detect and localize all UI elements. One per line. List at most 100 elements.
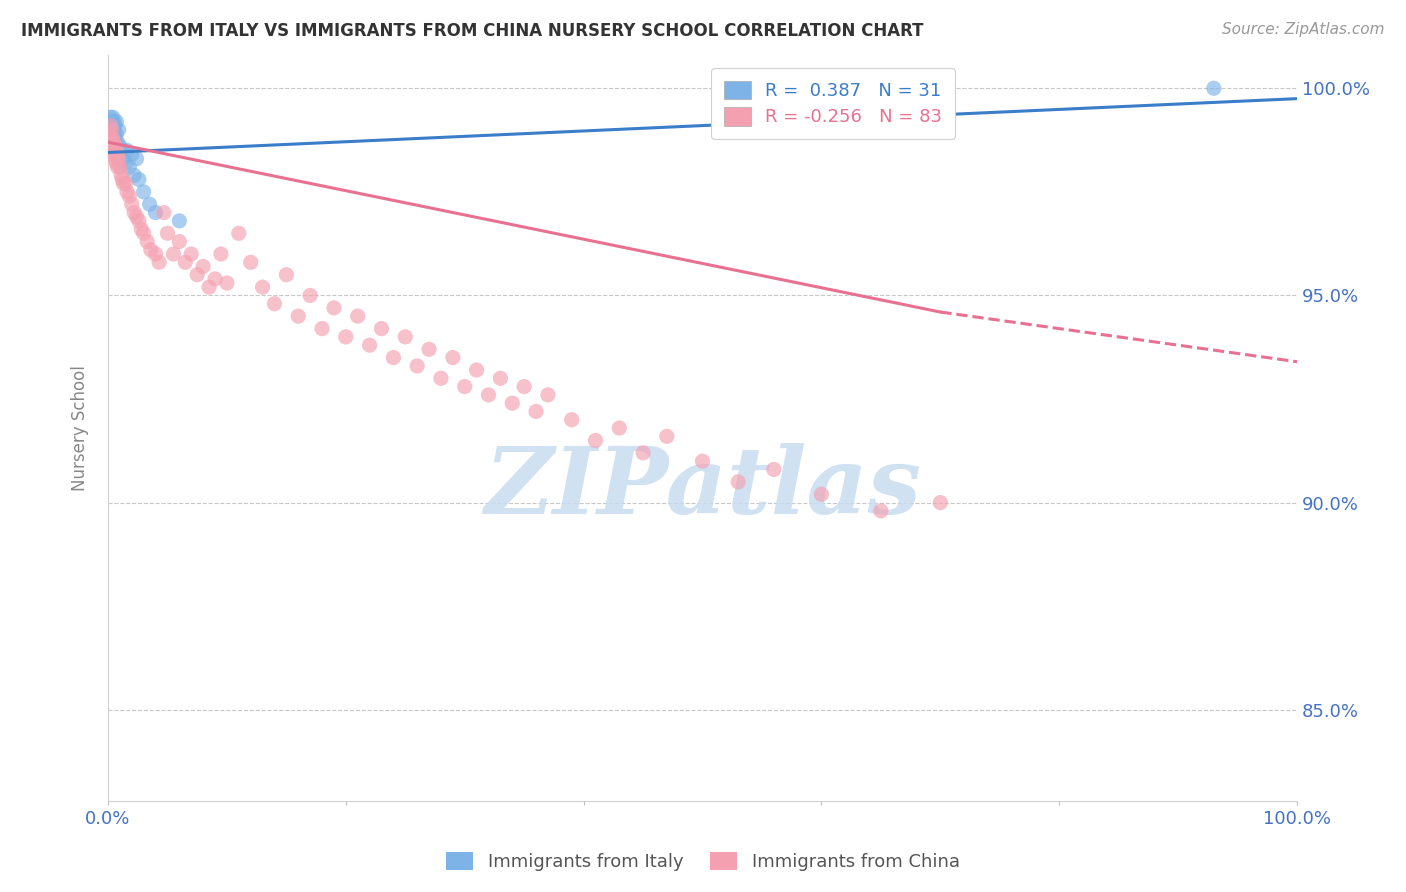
Point — [322, 301, 344, 315]
Point — [103, 127, 125, 141]
Point — [100, 114, 122, 128]
Point — [929, 495, 952, 509]
Point — [104, 119, 127, 133]
Point — [465, 363, 488, 377]
Point — [145, 247, 167, 261]
Point — [418, 343, 440, 357]
Point — [132, 227, 155, 241]
Point — [101, 119, 124, 133]
Point — [607, 421, 630, 435]
Point — [239, 255, 262, 269]
Point — [477, 388, 499, 402]
Point — [138, 197, 160, 211]
Point — [111, 144, 134, 158]
Point — [441, 351, 464, 365]
Point — [107, 160, 129, 174]
Point — [101, 135, 124, 149]
Point — [299, 288, 322, 302]
Point — [101, 110, 124, 124]
Point — [107, 135, 129, 149]
Point — [169, 214, 191, 228]
Point — [276, 268, 298, 282]
Point — [114, 156, 136, 170]
Point — [103, 147, 125, 161]
Point — [454, 379, 477, 393]
Point — [125, 210, 148, 224]
Point — [108, 139, 131, 153]
Point — [108, 160, 131, 174]
Point — [186, 268, 208, 282]
Point — [100, 135, 122, 149]
Point — [501, 396, 523, 410]
Point — [125, 152, 148, 166]
Point — [252, 280, 274, 294]
Point — [430, 371, 453, 385]
Point — [98, 110, 121, 124]
Point — [311, 321, 333, 335]
Point — [513, 379, 536, 393]
Point — [153, 205, 176, 219]
Point — [263, 297, 285, 311]
Point — [111, 172, 134, 186]
Point — [139, 243, 162, 257]
Point — [107, 122, 129, 136]
Text: Source: ZipAtlas.com: Source: ZipAtlas.com — [1222, 22, 1385, 37]
Point — [762, 462, 785, 476]
Point — [129, 222, 152, 236]
Point — [104, 131, 127, 145]
Point — [287, 309, 309, 323]
Point — [561, 413, 583, 427]
Point — [727, 475, 749, 489]
Point — [112, 152, 135, 166]
Point — [655, 429, 678, 443]
Point — [101, 144, 124, 158]
Point — [104, 139, 127, 153]
Point — [103, 135, 125, 149]
Y-axis label: Nursery School: Nursery School — [72, 365, 89, 491]
Point — [122, 205, 145, 219]
Point — [115, 185, 138, 199]
Legend: R =  0.387   N = 31, R = -0.256   N = 83: R = 0.387 N = 31, R = -0.256 N = 83 — [711, 68, 955, 139]
Point — [105, 144, 128, 158]
Point — [105, 156, 128, 170]
Point — [346, 309, 368, 323]
Point — [228, 227, 250, 241]
Point — [110, 169, 132, 183]
Point — [370, 321, 392, 335]
Text: ZIPatlas: ZIPatlas — [484, 442, 921, 533]
Point — [107, 152, 129, 166]
Point — [105, 127, 128, 141]
Point — [128, 172, 150, 186]
Point — [209, 247, 232, 261]
Point — [382, 351, 405, 365]
Point — [98, 131, 121, 145]
Point — [101, 131, 124, 145]
Point — [204, 272, 226, 286]
Point — [121, 197, 143, 211]
Point — [114, 177, 136, 191]
Point — [121, 147, 143, 161]
Point — [132, 185, 155, 199]
Point — [215, 276, 238, 290]
Point — [169, 235, 191, 249]
Point — [156, 227, 179, 241]
Point — [115, 144, 138, 158]
Point — [105, 114, 128, 128]
Point — [406, 359, 429, 373]
Point — [104, 152, 127, 166]
Point — [112, 177, 135, 191]
Point — [145, 205, 167, 219]
Point — [98, 131, 121, 145]
Point — [118, 189, 141, 203]
Point — [631, 446, 654, 460]
Point — [692, 454, 714, 468]
Point — [180, 247, 202, 261]
Point — [537, 388, 560, 402]
Point — [162, 247, 184, 261]
Point — [98, 119, 121, 133]
Point — [524, 404, 547, 418]
Point — [128, 214, 150, 228]
Point — [870, 504, 893, 518]
Legend: Immigrants from Italy, Immigrants from China: Immigrants from Italy, Immigrants from C… — [439, 845, 967, 879]
Point — [122, 169, 145, 183]
